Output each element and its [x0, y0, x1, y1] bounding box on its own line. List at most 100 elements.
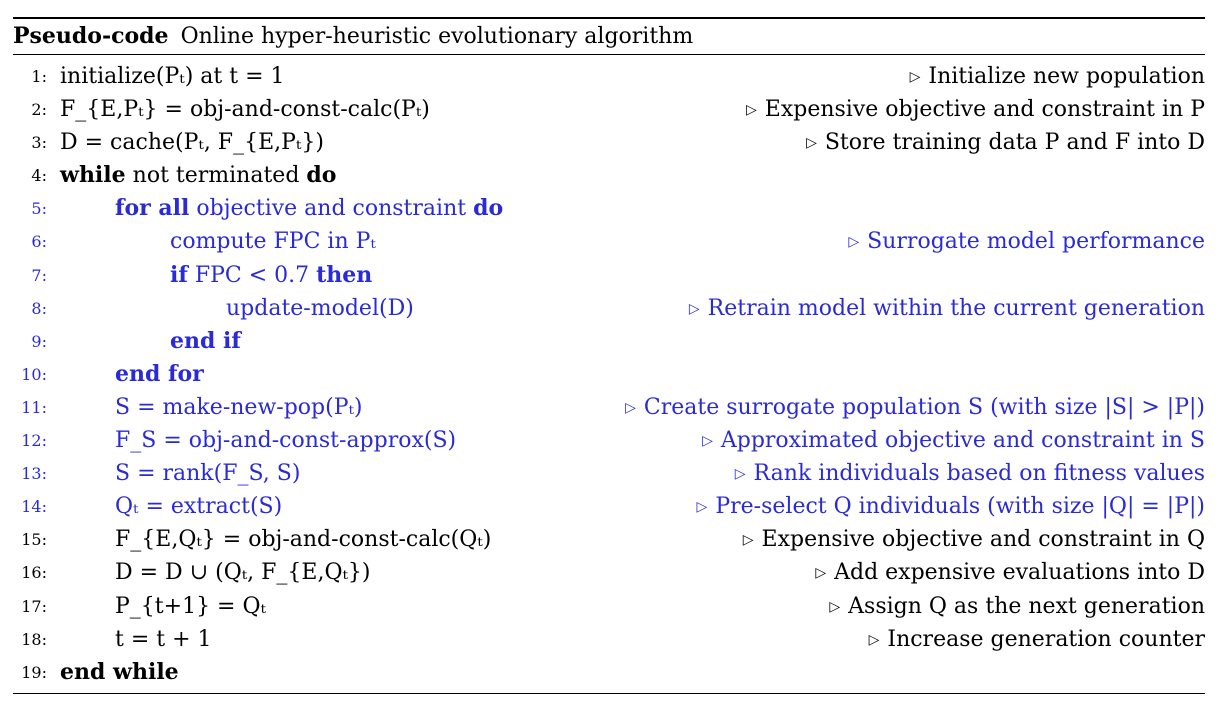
- code-text: if FPC < 0.7 then: [170, 259, 372, 292]
- code-line-4: 4: while not terminated do: [13, 159, 1205, 192]
- code-line-10: 10: end for: [13, 358, 1205, 391]
- code-line-5: 5: for all objective and constraint do: [13, 192, 1205, 225]
- line-comment: ▷ Add expensive evaluations into D: [815, 556, 1205, 590]
- code-text: S = rank(F_S, S): [115, 461, 301, 487]
- line-number: 13:: [21, 464, 47, 484]
- line-number: 1:: [31, 67, 47, 86]
- comment-triangle-icon: ▷: [688, 300, 700, 317]
- code-line-7: 7: if FPC < 0.7 then: [13, 259, 1205, 292]
- top-rule: [13, 17, 1205, 19]
- code-text: D = D ∪ (Qₜ, F_{E,Qₜ}): [115, 560, 371, 586]
- comment-text: Surrogate model performance: [867, 229, 1205, 255]
- comment-text: Approximated objective and constraint in…: [720, 428, 1205, 454]
- code-text: t = t + 1: [115, 626, 212, 652]
- code-text: F_{E,Pₜ} = obj-and-const-calc(Pₜ): [60, 97, 430, 123]
- code-text: F_S = obj-and-const-approx(S): [115, 428, 457, 454]
- line-number: 2:: [31, 100, 47, 120]
- code-text: S = make-new-pop(Pₜ): [115, 394, 363, 420]
- code-text: F_{E,Qₜ} = obj-and-const-calc(Qₜ): [115, 527, 492, 553]
- comment-triangle-icon: ▷: [702, 433, 713, 450]
- comment-text: Add expensive evaluations into D: [834, 560, 1205, 586]
- code-line-2: 2: F_{E,Pₜ} = obj-and-const-calc(Pₜ) ▷ Ex…: [13, 93, 1205, 126]
- line-number: 15:: [21, 530, 47, 550]
- code-text: Qₜ = extract(S): [115, 494, 283, 520]
- line-comment: ▷ Retrain model within the current genera…: [689, 292, 1205, 326]
- line-comment: ▷ Rank individuals based on fitness value…: [735, 457, 1205, 491]
- code-line-19: 19: end while: [13, 656, 1205, 689]
- keyword-end-while: end while: [60, 658, 179, 685]
- line-number: 16:: [21, 563, 47, 583]
- line-number: 6:: [31, 232, 47, 252]
- line-comment: ▷ Assign Q as the next generation: [829, 590, 1205, 624]
- code-line-9: 9: end if: [13, 325, 1205, 358]
- code-line-17: 17: P_{t+1} = Qₜ ▷ Assign Q as the next g…: [13, 590, 1205, 623]
- code-text: end if: [170, 325, 241, 358]
- comment-text: Expensive objective and constraint in Q: [761, 527, 1205, 553]
- comment-text: Increase generation counter: [887, 626, 1205, 652]
- code-line-13: 13: S = rank(F_S, S) ▷ Rank individuals b…: [13, 457, 1205, 490]
- code-text: compute FPC in Pₜ: [170, 229, 376, 255]
- line-comment: ▷ Expensive objective and constraint in Q: [743, 523, 1205, 557]
- condition-text: FPC < 0.7: [194, 262, 310, 288]
- comment-text: Expensive objective and constraint in P: [764, 97, 1205, 123]
- line-comment: ▷ Pre-select Q individuals (with size |Q|…: [697, 490, 1205, 524]
- line-number: 3:: [31, 133, 47, 153]
- keyword-while: while: [60, 162, 126, 189]
- comment-triangle-icon: ▷: [734, 466, 746, 483]
- keyword-do: do: [306, 162, 337, 189]
- line-number: 18:: [21, 629, 47, 649]
- line-comment: ▷ Initialize new population: [910, 60, 1205, 94]
- comment-text: Retrain model within the current generat…: [707, 295, 1205, 321]
- code-text: P_{t+1} = Qₜ: [115, 593, 266, 619]
- condition-text: not terminated: [132, 163, 300, 189]
- comment-text: Assign Q as the next generation: [848, 593, 1205, 619]
- pseudo-code-lines: 1: initialize(Pₜ) at t = 1 ▷ Initialize n…: [13, 60, 1205, 689]
- comment-text: Initialize new population: [928, 64, 1205, 89]
- comment-triangle-icon: ▷: [815, 565, 827, 582]
- code-line-3: 3: D = cache(Pₜ, F_{E,Pₜ}) ▷ Store traini…: [13, 126, 1205, 159]
- comment-triangle-icon: ▷: [909, 69, 921, 85]
- line-number: 19:: [21, 662, 47, 682]
- algorithm-block: Pseudo-code Online hyper-heuristic evolut…: [13, 17, 1205, 694]
- comment-triangle-icon: ▷: [806, 135, 817, 152]
- comment-triangle-icon: ▷: [742, 532, 754, 549]
- line-number: 14:: [21, 497, 47, 517]
- comment-text: Create surrogate population S (with size…: [643, 394, 1205, 420]
- line-comment: ▷ Expensive objective and constraint in P: [746, 93, 1205, 127]
- line-comment: ▷ Surrogate model performance: [848, 225, 1205, 259]
- comment-triangle-icon: ▷: [829, 598, 841, 615]
- comment-text: Rank individuals based on fitness values: [753, 461, 1205, 487]
- code-line-11: 11: S = make-new-pop(Pₜ) ▷ Create surroga…: [13, 391, 1205, 424]
- caption-title: Online hyper-heuristic evolutionary algo…: [180, 24, 694, 49]
- code-line-16: 16: D = D ∪ (Qₜ, F_{E,Qₜ}) ▷ Add expensiv…: [13, 556, 1205, 589]
- code-text: end while: [60, 656, 179, 689]
- keyword-if: if: [170, 261, 188, 288]
- code-text: end for: [115, 358, 204, 391]
- code-text: update-model(D): [226, 295, 414, 321]
- line-number: 4:: [31, 166, 47, 186]
- line-number: 12:: [21, 431, 47, 451]
- comment-triangle-icon: ▷: [696, 499, 708, 516]
- code-line-12: 12: F_S = obj-and-const-approx(S) ▷ Appro…: [13, 424, 1205, 457]
- caption-label: Pseudo-code: [13, 23, 169, 49]
- algorithm-caption: Pseudo-code Online hyper-heuristic evolut…: [13, 19, 1205, 54]
- keyword-do: do: [473, 195, 504, 222]
- line-number: 8:: [31, 298, 47, 318]
- line-comment: ▷ Create surrogate population S (with siz…: [625, 391, 1205, 425]
- code-line-15: 15: F_{E,Qₜ} = obj-and-const-calc(Qₜ) ▷ E…: [13, 523, 1205, 556]
- code-line-8: 8: update-model(D) ▷ Retrain model within…: [13, 292, 1205, 325]
- keyword-for-all: for all: [115, 195, 190, 222]
- line-comment: ▷ Store training data P and F into D: [806, 126, 1205, 160]
- comment-triangle-icon: ▷: [625, 399, 636, 416]
- comment-text: Store training data P and F into D: [824, 130, 1205, 156]
- code-line-18: 18: t = t + 1 ▷ Increase generation count…: [13, 623, 1205, 656]
- line-number: 9:: [31, 331, 47, 351]
- loop-text: objective and constraint: [196, 196, 467, 222]
- line-comment: ▷ Increase generation counter: [869, 623, 1205, 657]
- code-line-14: 14: Qₜ = extract(S) ▷ Pre-select Q indivi…: [13, 490, 1205, 523]
- line-number: 10:: [21, 364, 47, 384]
- comment-triangle-icon: ▷: [848, 234, 860, 251]
- code-text: while not terminated do: [60, 159, 336, 192]
- bottom-rule: [13, 692, 1205, 694]
- caption-rule: [13, 54, 1205, 55]
